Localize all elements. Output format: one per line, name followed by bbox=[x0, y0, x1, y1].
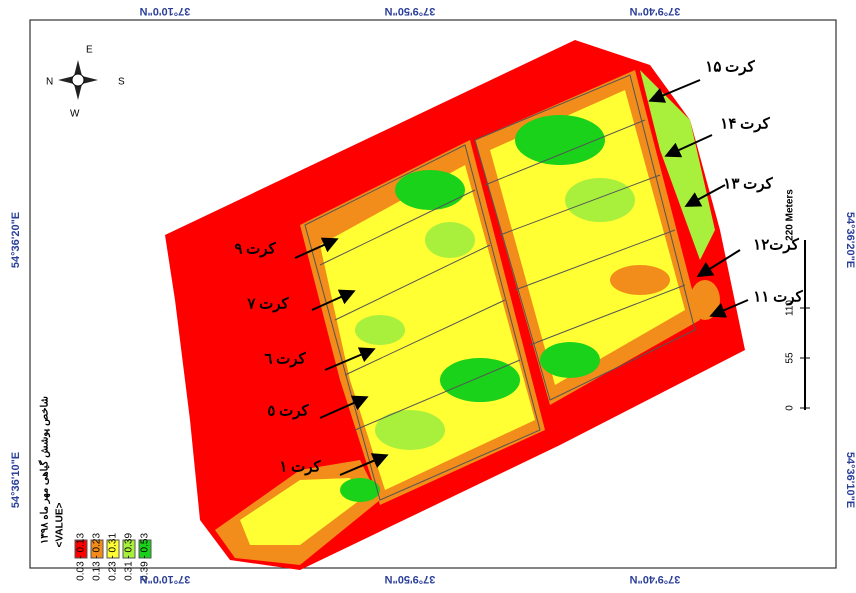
plot-label: کرت ٦ bbox=[264, 351, 306, 367]
plot-label: کرت ۱۴ bbox=[720, 116, 770, 132]
coord-left: 54°36'20"E bbox=[10, 212, 22, 268]
compass-n: N bbox=[46, 77, 53, 88]
coord-top: 37°10'0"N bbox=[140, 5, 191, 17]
plot-label: کرت ۷ bbox=[246, 296, 289, 312]
plot-label: کرت ٥ bbox=[267, 403, 309, 419]
coord-right: 54°36'20"E bbox=[844, 212, 856, 268]
plot-label: کرت ۱۳ bbox=[723, 176, 773, 192]
compass-s: S bbox=[118, 77, 125, 88]
scale-tick-label: 55 bbox=[785, 352, 796, 364]
legend-label: 0.31 - 0.39 bbox=[124, 533, 135, 581]
compass-w: W bbox=[70, 109, 80, 120]
coord-bottom: 37°10'0"N bbox=[140, 573, 191, 585]
coord-right: 54°36'10"E bbox=[844, 452, 856, 508]
scale-tick-label: 0 bbox=[785, 405, 796, 411]
legend-label: 0.03 - 0.13 bbox=[76, 533, 87, 581]
plot-label: کرت ۹ bbox=[234, 241, 276, 257]
legend-field: <VALUE> bbox=[55, 502, 66, 547]
legend-label: 0.13 - 0.23 bbox=[92, 533, 103, 581]
plot-label: کرت ۱۱ bbox=[753, 289, 803, 305]
compass-e: E bbox=[86, 45, 93, 56]
coord-left: 54°36'10"E bbox=[10, 452, 22, 508]
coord-top: 37°9'50"N bbox=[385, 5, 436, 17]
legend-title: شاخص پوشش گیاهی مهر ماه ۱۳۹۸ bbox=[38, 396, 51, 544]
coord-top: 37°9'40"N bbox=[630, 5, 681, 17]
scale-label: 220 Meters bbox=[785, 189, 796, 241]
legend-label: 0.23 - 0.31 bbox=[108, 533, 119, 581]
plot-label: کرت ۱۵ bbox=[705, 59, 755, 75]
coord-bottom: 37°9'50"N bbox=[385, 573, 436, 585]
plot-label: کرت۱۲ bbox=[753, 237, 800, 253]
plot-label: کرت ۱ bbox=[279, 459, 321, 475]
map: N E S W 220 Meters 055110 شاخص پوشش گیاه… bbox=[0, 0, 856, 588]
coord-bottom: 37°9'40"N bbox=[630, 573, 681, 585]
